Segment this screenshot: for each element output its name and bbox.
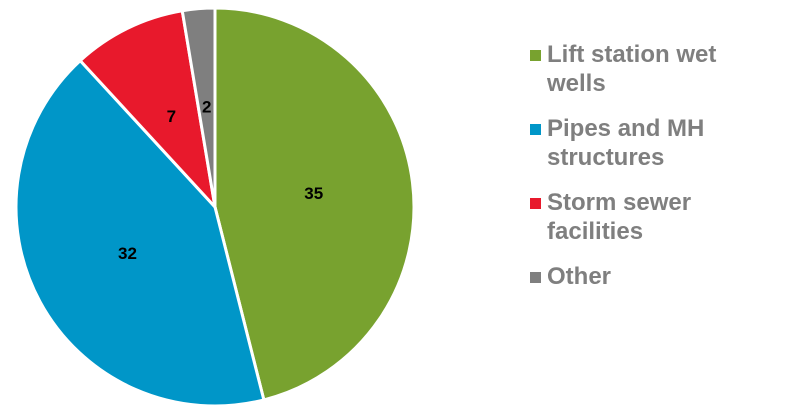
pie-slice: [14, 58, 266, 407]
pie-slice: [213, 6, 416, 402]
legend-item: Storm sewer facilities: [530, 188, 790, 246]
pie-slice: [180, 6, 217, 208]
legend-label: Storm sewer facilities: [547, 189, 692, 245]
data-label: 35: [304, 184, 323, 203]
data-label: 2: [202, 97, 211, 116]
legend-label: Pipes and MH structures: [547, 115, 705, 171]
legend-item: Other: [530, 262, 790, 291]
legend-swatch: [530, 272, 541, 283]
legend-swatch: [530, 50, 541, 61]
legend-swatch: [530, 124, 541, 135]
legend-label: Other: [547, 263, 612, 290]
legend-item: Lift station wet wells: [530, 40, 790, 98]
legend-swatch: [530, 198, 541, 209]
legend-item: Pipes and MH structures: [530, 114, 790, 172]
pie-slice: [78, 8, 218, 212]
legend-label: Lift station wet wells: [547, 41, 717, 97]
data-label: 32: [118, 244, 137, 263]
data-label: 7: [167, 107, 176, 126]
legend: Lift station wet wells Pipes and MH struc…: [530, 40, 790, 307]
pie-area: 35 32 7 2: [14, 6, 416, 407]
